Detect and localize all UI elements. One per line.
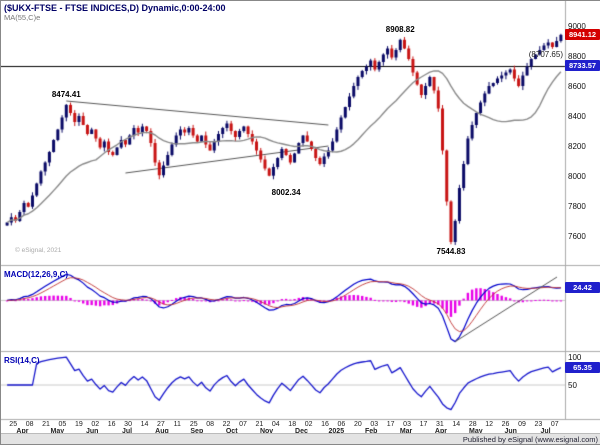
rsi-value-badge: 65.35: [565, 362, 600, 374]
price-annotation: 8474.41: [51, 89, 81, 99]
x-axis-day-label: 14: [452, 421, 461, 428]
price-annotation: 8002.34: [271, 187, 301, 197]
hline-price-badge: 8733.57: [565, 60, 600, 72]
x-axis-day-label: 18: [288, 421, 297, 428]
price-axis-label: 8600: [568, 82, 586, 91]
x-axis-day-label: 03: [370, 421, 379, 428]
x-axis-month-label: Apr: [434, 428, 447, 435]
x-axis-day-label: 14: [140, 421, 149, 428]
x-axis-month-label: Sep: [190, 428, 204, 435]
x-axis-day-label: 02: [304, 421, 313, 428]
x-axis-day-label: 06: [337, 421, 346, 428]
footer-bar: Published by eSignal (www.esignal.com): [1, 433, 600, 444]
macd-value-badge: 24.42: [565, 282, 600, 294]
x-axis-day-label: 07: [239, 421, 247, 428]
x-axis-day-label: 28: [468, 421, 477, 428]
x-axis-day-label: 19: [74, 421, 83, 428]
x-axis-day-label: 20: [353, 421, 362, 428]
x-axis-day-label: 11: [173, 421, 181, 428]
x-axis-month-label: Jun: [85, 428, 99, 435]
x-axis-day-label: 07: [550, 421, 559, 428]
x-axis-day-label: 22: [222, 421, 231, 428]
x-axis-month-label: Nov: [259, 428, 274, 435]
last-price-badge: 8941.12: [565, 29, 600, 41]
rsi-study-label: RSI(14,C): [4, 356, 40, 365]
x-axis-month-label: Jul: [122, 428, 133, 435]
x-axis-day-label: 30: [124, 421, 132, 428]
price-axis-label: 8800: [568, 52, 586, 61]
x-axis-month-label: Aug: [155, 428, 169, 435]
x-axis-day-label: 16: [107, 421, 116, 428]
macd-study-label: MACD(12,26,9,C): [4, 270, 69, 279]
x-axis-day-label: 05: [58, 421, 67, 428]
x-axis-month-label: May: [469, 428, 483, 435]
rsi-axis-label: 50: [568, 381, 577, 390]
x-axis-month-label: Dec: [295, 428, 308, 435]
price-annotation: 8908.82: [385, 25, 415, 34]
price-annotation: 7544.83: [436, 247, 466, 256]
x-axis-day-label: 08: [25, 421, 34, 428]
x-axis-day-label: 25: [9, 421, 18, 428]
x-axis-day-label: 21: [255, 421, 264, 428]
esignal-watermark: © eSignal, 2021: [15, 247, 62, 254]
published-by-text: Published by eSignal (www.esignal.com): [462, 434, 598, 444]
price-axis-label: 8000: [568, 172, 586, 181]
x-axis-month-label: Apr: [16, 428, 29, 435]
price-axis-label: 9000: [568, 22, 586, 31]
x-axis-day-label: 17: [419, 421, 428, 428]
x-axis-month-label: May: [50, 428, 65, 435]
rsi-axis-label: 100: [568, 353, 582, 362]
x-axis-month-label: 2025: [328, 428, 345, 435]
x-axis-day-label: 27: [157, 421, 165, 428]
price-axis-label: 7600: [568, 232, 586, 241]
x-axis-day-label: 16: [321, 421, 329, 428]
x-axis-day-label: 23: [534, 421, 543, 428]
chart-title: ($UKX-FTSE - FTSE INDICES,D) Dynamic,0:0…: [4, 3, 226, 13]
price-axis-label: 8200: [568, 142, 586, 151]
x-axis-day-label: 09: [518, 421, 526, 428]
price-axis-label: 7800: [568, 202, 586, 211]
x-axis-day-label: 17: [386, 421, 395, 428]
x-axis-month-label: Oct: [225, 428, 238, 435]
x-axis-day-label: 26: [501, 421, 510, 428]
x-axis-day-label: 08: [206, 421, 215, 428]
x-axis-day-label: 03: [403, 421, 411, 428]
x-axis-day-label: 21: [42, 421, 50, 428]
x-axis-month-label: Jul: [540, 428, 551, 435]
ma-study-label: MA(55,C)e: [4, 13, 41, 22]
x-axis-month-label: Jun: [504, 428, 517, 435]
x-axis-day-label: 12: [485, 421, 494, 428]
x-axis-month-label: Mar: [399, 428, 413, 435]
ma-value-label: (8707.65): [528, 50, 563, 59]
x-axis-day-label: 31: [436, 421, 444, 428]
x-axis-month-label: Feb: [364, 428, 378, 435]
price-axis-label: 8400: [568, 112, 586, 121]
x-axis-day-label: 04: [271, 421, 280, 428]
x-axis-day-label: 02: [91, 421, 100, 428]
x-axis-day-label: 25: [189, 421, 198, 428]
